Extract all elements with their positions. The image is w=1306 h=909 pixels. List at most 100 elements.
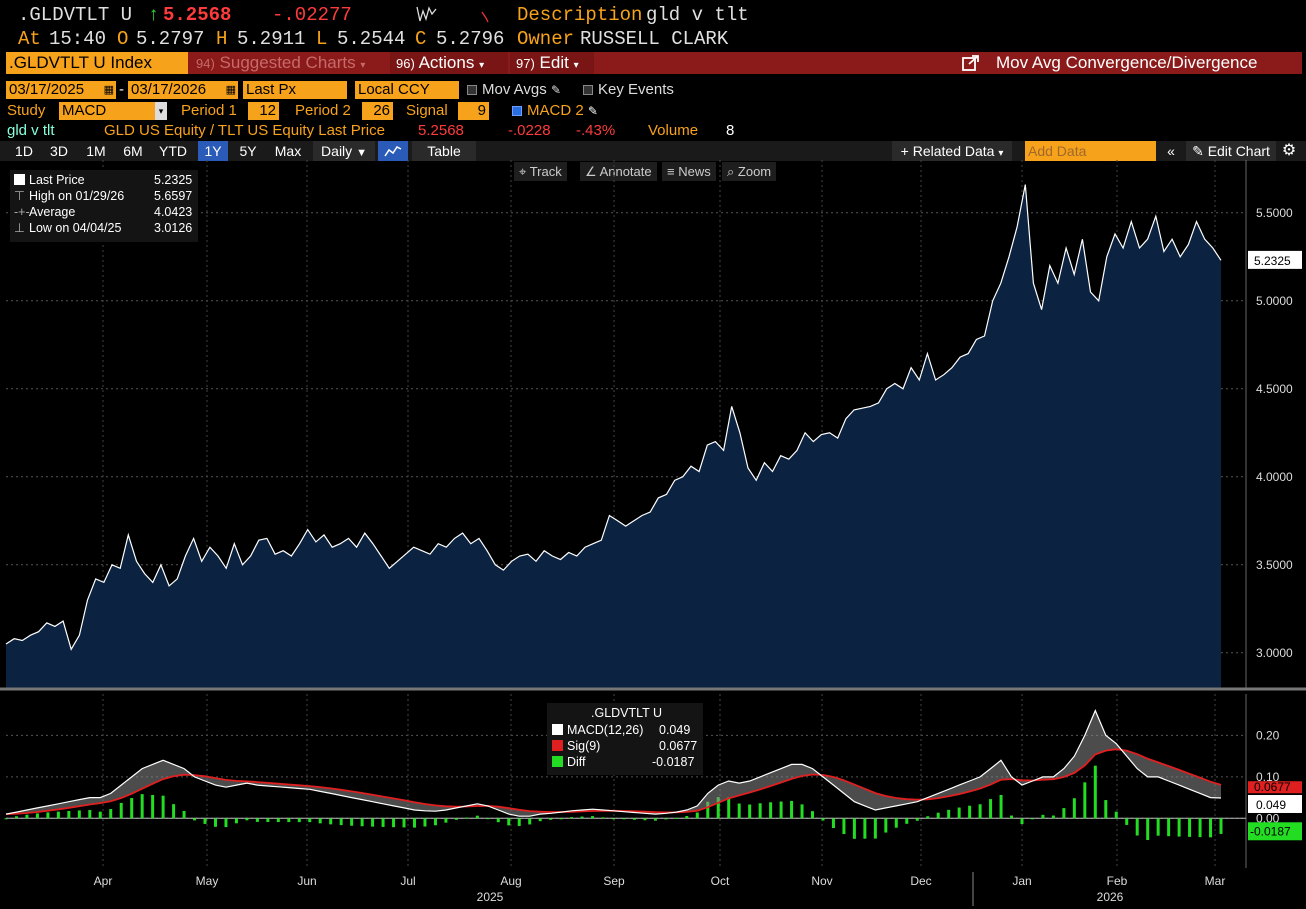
key-events-toggle[interactable]: Key Events [583,81,674,98]
diff-bar [884,818,888,833]
tab-ytd[interactable]: YTD [159,143,187,159]
diff-bar [412,818,416,828]
checkbox-icon[interactable] [467,85,477,96]
last-price: 5.2568 [163,4,232,26]
sig-legend-row: Sig(9) [552,738,600,754]
diff-bar [444,818,448,823]
diff-bar [255,818,259,822]
frequency-select[interactable]: Daily ▼ [313,141,375,161]
diff-bar [1093,765,1097,819]
period1-input[interactable]: 12 [248,102,279,120]
zoom-button[interactable]: ⌕ Zoom [722,162,777,181]
diff-bar [685,816,689,819]
price-tick-label: 4.5000 [1256,382,1293,396]
tab-1d[interactable]: 1D [15,143,33,159]
table-button[interactable]: Table [412,141,476,161]
high-label: H [216,28,228,50]
checkbox-icon[interactable] [583,85,593,96]
macd-legend-label: MACD(12,26) [567,723,644,737]
popout-icon[interactable] [962,55,980,77]
checkbox-checked-icon[interactable] [512,106,522,117]
price-type-select[interactable]: Last Px [243,81,347,99]
diff-bar [622,818,626,820]
annotate-label: Annotate [599,164,652,179]
diff-bar [4,818,8,820]
price-tick-label: 5.0000 [1256,294,1293,308]
annotate-button[interactable]: ∠ Annotate [580,162,657,181]
edit-num: 97) [516,56,535,71]
macd-legend[interactable]: .GLDVTLT U MACD(12,26) 0.049 Sig(9) 0.06… [547,703,703,775]
legend-last-row: Last Price [14,172,85,188]
month-tick-label: Sep [603,874,625,888]
gear-icon[interactable]: ⚙ [1281,142,1297,159]
month-tick-label: Aug [500,874,521,888]
pencil-icon[interactable]: ✎ [550,83,561,97]
edit-chart-button[interactable]: ✎ Edit Chart [1186,141,1276,161]
macd2-toggle[interactable]: MACD 2 ✎ [512,102,598,119]
diff-bar [454,818,458,820]
owner-label: Owner [517,28,575,50]
diff-bar [999,794,1003,819]
diff-bar [1156,818,1160,836]
related-data-menu[interactable]: + Related Data ▾ [892,141,1012,161]
swatch-icon [14,174,25,185]
diff-bar [339,818,343,826]
calendar-icon[interactable]: ▦ [225,84,236,96]
menu-bar: .GLDVTLT U Index 94) Suggested Charts ▾ … [6,52,1302,74]
start-date-field[interactable]: 03/17/2025 ▦ [6,81,116,99]
month-tick-label: Apr [94,874,113,888]
chevron-down-icon[interactable]: ▾ [155,102,167,120]
swatch-icon [552,724,563,735]
add-data-input[interactable]: Add Data [1025,141,1156,161]
diff-bar [1177,818,1181,837]
diff-bar [643,818,647,821]
tab-6m[interactable]: 6M [123,143,143,159]
track-button[interactable]: ⌖ Track [514,162,567,181]
diff-bar [716,797,720,819]
line-chart-icon[interactable] [378,141,408,161]
month-tick-label: Mar [1205,874,1226,888]
date-dash: - [119,81,124,98]
edit-menu[interactable]: 97) Edit ▾ [510,52,594,74]
security-field[interactable]: .GLDVTLT U Index [6,52,188,74]
price-legend[interactable]: Last Price 5.2325 ⊤ High on 01/29/26 5.65… [10,170,198,242]
diff-bar [14,816,18,819]
price-tick-label: 4.0000 [1256,470,1293,484]
price-area [6,184,1221,688]
collapse-icon[interactable]: « [1167,143,1175,159]
tab-3d[interactable]: 3D [50,143,68,159]
time-axis: Apr May Jun Jul Aug Sep Oct Nov Dec Jan Feb Mar 2025… [94,872,1226,906]
ticker[interactable]: .GLDVTLT U [18,4,133,26]
macd-tag-box [1248,794,1302,813]
diff-bar [1125,818,1129,825]
tab-max[interactable]: Max [274,143,302,159]
suggested-charts-menu[interactable]: 94) Suggested Charts ▾ [192,52,386,74]
diff-histogram [4,765,1223,841]
diff-bar [653,818,657,821]
study-controls: Study MACD ▾ Period 1 12 Period 2 26 Sign… [0,102,1306,121]
period2-input[interactable]: 26 [362,102,393,120]
calendar-icon[interactable]: ▦ [103,84,114,96]
diff-legend-label: Diff [567,755,586,769]
series-pct-change: -.43% [576,122,616,139]
currency-select[interactable]: Local CCY [355,81,459,99]
news-button[interactable]: ≡ News [662,162,716,181]
pencil-icon[interactable]: ✎ [587,104,598,118]
legend-low-label: Low on 04/04/25 [29,221,122,235]
legend-avg-label: Average [29,205,76,219]
mov-avgs-toggle[interactable]: Mov Avgs ✎ [467,81,561,98]
signal-input[interactable]: 9 [458,102,489,120]
diff-bar [119,802,123,819]
study-select[interactable]: MACD ▾ [59,102,167,120]
end-date-field[interactable]: 03/17/2026 ▦ [128,81,238,99]
tab-1m[interactable]: 1M [86,143,106,159]
chevron-down-icon: ▾ [360,60,366,71]
tab-1y[interactable]: 1Y [198,141,228,161]
track-label: Track [529,164,562,179]
series-last: 5.2568 [418,122,464,139]
tab-5y[interactable]: 5Y [239,143,257,159]
year-label: 2026 [1097,890,1124,904]
edit-chart-label: Edit Chart [1207,143,1270,159]
actions-menu[interactable]: 96) Actions ▾ [390,52,508,74]
